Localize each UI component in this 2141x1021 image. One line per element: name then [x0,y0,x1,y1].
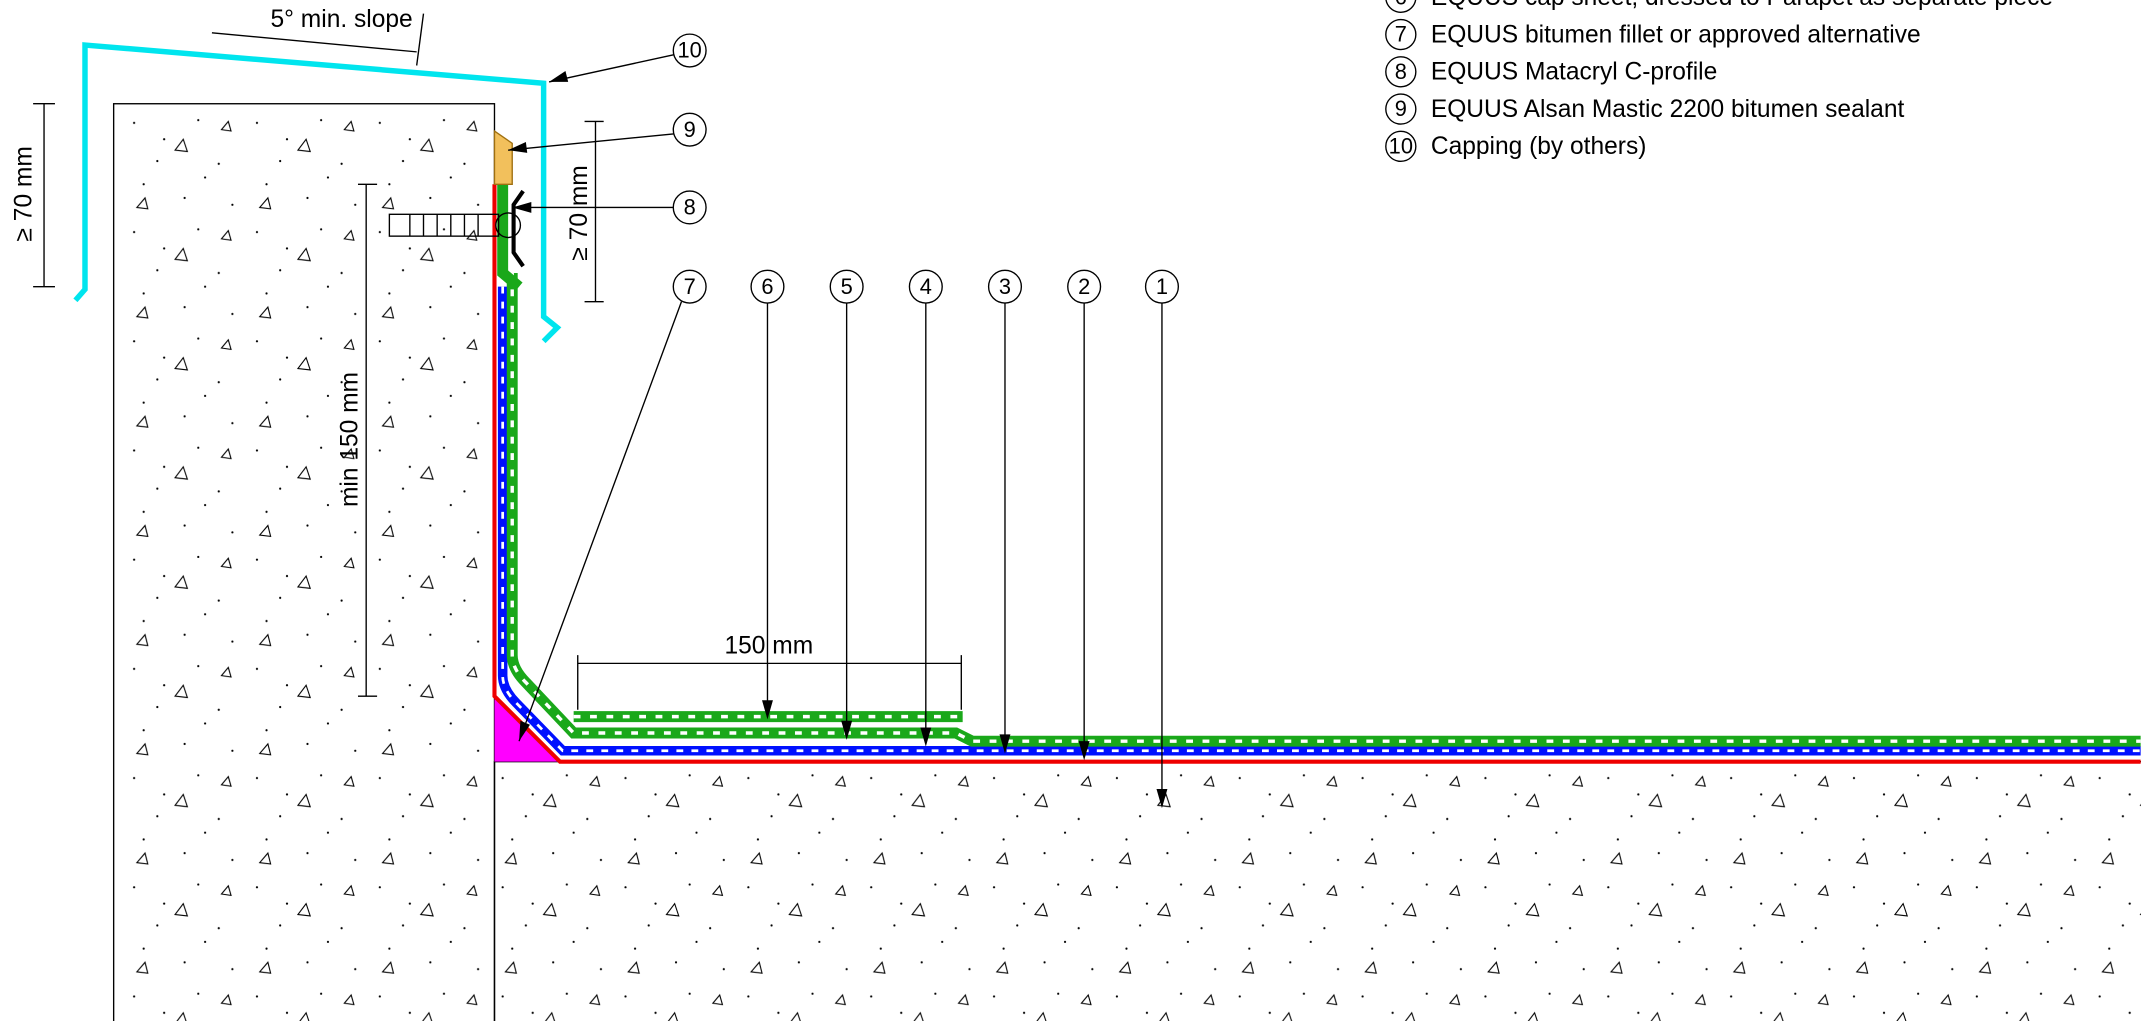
parapet [112,103,496,1021]
base-layer [497,286,2141,756]
leaders [508,53,1163,806]
legend-circle [1385,130,1417,163]
callout-number: 1 [1156,274,1168,299]
callout-circle [672,190,707,225]
cap-layer [506,272,2141,747]
base-layer-dash [501,286,2141,753]
legend-circle [1385,18,1417,51]
cap-layer-dash [510,272,2141,743]
callout-number: 2 [1078,274,1090,299]
primer-layer [492,184,2141,764]
callout-number: 6 [761,274,773,299]
callout-circle [672,269,707,304]
legend-text: EQUUS bitumen fillet or approved alterna… [1431,21,1921,48]
dim-text: 150 mm [725,632,814,659]
callout-number: 9 [684,117,696,142]
callout-number: 5 [841,274,853,299]
dim-text: ≥ 70 mm [566,165,593,260]
slab [493,760,2141,1021]
legend-text: Capping (by others) [1431,133,1647,160]
callout-number: 10 [678,38,702,63]
legend-number: 10 [1389,133,1413,158]
legend-number: 9 [1395,96,1407,121]
legend-text: EQUUS Alsan Mastic 2200 bitumen sealant [1431,96,1905,123]
legend-number: 6 [1395,0,1407,9]
callout-number: 3 [999,274,1011,299]
arrowheads [508,70,1168,809]
dimension-lines [33,13,962,710]
callout-circle [987,269,1023,304]
callout-number: 4 [920,274,932,299]
legend-number: 7 [1395,22,1407,47]
dim-text: min 150 mm [337,372,364,507]
callout-number: 8 [684,195,696,220]
callout-circle [1067,269,1102,304]
anchor [388,212,522,239]
callout-number: 7 [684,274,696,299]
capping [73,42,562,344]
c-profile [511,189,525,268]
callout-circle [908,269,943,304]
dim-slope: 5° min. slope [271,6,413,33]
callout-circle [829,269,864,304]
callout-circle [750,269,785,304]
legend-text: EQUUS cap sheet, dressed to Parapet as s… [1431,0,2053,11]
legend-text: EQUUS Matacryl C-profile [1431,59,1717,86]
legend-number: 8 [1395,59,1407,84]
legend-circle [1385,56,1417,88]
callout-circle [672,33,707,68]
legend-circle [1385,0,1417,13]
sealant [493,129,513,185]
dim-text: ≥ 70 mm [10,146,37,241]
callout-circle [1144,269,1180,304]
callout-circle [672,112,707,147]
legend-circle [1385,93,1417,125]
